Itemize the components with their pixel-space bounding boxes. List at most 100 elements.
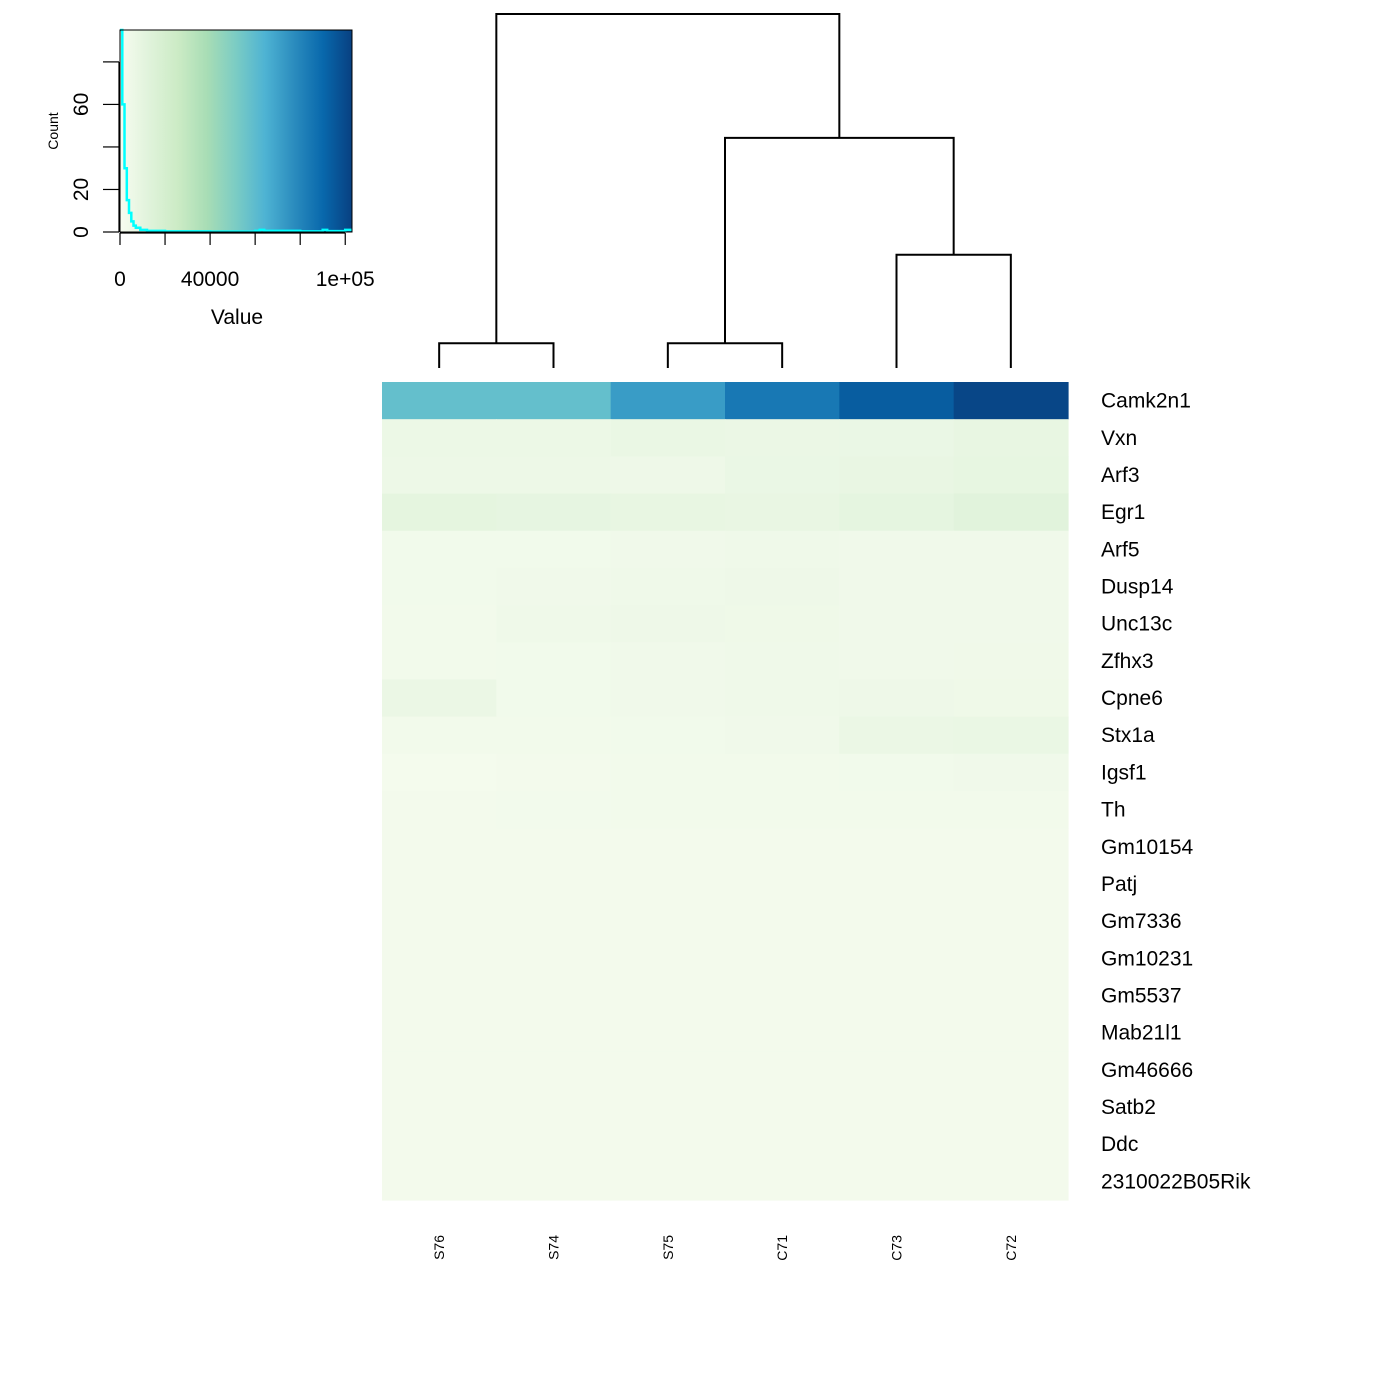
heatmap-cell-Ddc-C71 (725, 1125, 840, 1164)
heatmap-cell-Egr1-S76 (382, 493, 497, 532)
heatmap-cell-Egr1-S75 (610, 493, 726, 532)
row-label: Zfhx3 (1101, 650, 1154, 673)
heatmap-cell-Zfhx3-S75 (610, 642, 726, 681)
column-labels: S76 S74 S75 C71 C73 C72 (431, 1235, 1019, 1261)
heatmap-cell-Cpne6-C71 (725, 679, 840, 718)
heatmap-cell-Unc13c-C72 (953, 605, 1069, 643)
heatmap-cell-Th-S75 (610, 791, 726, 829)
heatmap-cell-2310022B05Rik-S76 (382, 1162, 497, 1201)
y-tick-label: 0 (70, 226, 93, 238)
heatmap-cell-Gm5537-S76 (382, 976, 497, 1015)
heatmap-cell-Igsf1-S74 (496, 753, 612, 792)
heatmap-cell-Gm5537-C71 (725, 976, 840, 1015)
heatmap-cell-Camk2n1-S76 (382, 382, 497, 420)
heatmap-cell-Th-C73 (839, 791, 955, 829)
heatmap-cell-Stx1a-S76 (382, 716, 497, 755)
heatmap-cell-Gm10231-C72 (953, 939, 1069, 978)
heatmap-cell-Camk2n1-C72 (953, 382, 1069, 420)
heatmap-cell-Arf3-C73 (839, 456, 955, 495)
heatmap-cell-Satb2-C71 (725, 1088, 840, 1127)
heatmap-cell-Unc13c-C73 (839, 605, 955, 643)
row-labels: Camk2n1 Vxn Arf3 Egr1 Arf5 Dusp14 Unc13c Zfhx3 C… (1101, 390, 1251, 1194)
row-label: Dusp14 (1101, 576, 1174, 599)
color-key-y-axis: 0 20 60 (70, 61, 120, 238)
heatmap-cell-Gm5537-S74 (496, 976, 612, 1015)
heatmap-cell-Ddc-S74 (496, 1125, 612, 1164)
heatmap-cell-Patj-S74 (496, 865, 612, 904)
heatmap-cell-Gm10231-S74 (496, 939, 612, 978)
heatmap-cell-Mab21l1-C73 (839, 1014, 955, 1052)
color-key-x-axis: 0 40000 1e+05 (114, 232, 375, 291)
heatmap-cell-Patj-C72 (953, 865, 1069, 904)
heatmap-cell-Arf3-C72 (953, 456, 1069, 495)
color-key-y-label: Count (45, 112, 61, 149)
x-tick-label: 1e+05 (316, 268, 375, 291)
heatmap-cell-Camk2n1-C73 (839, 382, 955, 420)
heatmap-cell-Arf5-C73 (839, 530, 955, 569)
column-label: S74 (546, 1235, 562, 1260)
heatmap-cell-Vxn-C72 (953, 419, 1069, 457)
heatmap-cell-Dusp14-S74 (496, 567, 612, 606)
heatmap-cell-Dusp14-C73 (839, 567, 955, 606)
heatmap-cell-Patj-S75 (610, 865, 726, 904)
heatmap-cell-Gm7336-S75 (610, 902, 726, 941)
heatmap-cell-Zfhx3-S74 (496, 642, 612, 681)
heatmap-cell-Gm10154-C72 (953, 828, 1069, 866)
dendrogram-branch (438, 342, 555, 368)
heatmap-cell-Egr1-C72 (953, 493, 1069, 532)
heatmap-cell-Patj-C73 (839, 865, 955, 904)
x-tick-label: 40000 (181, 268, 239, 291)
heatmap-cell-Stx1a-S75 (610, 716, 726, 755)
row-label: Satb2 (1101, 1096, 1156, 1119)
heatmap-cell-2310022B05Rik-C72 (953, 1162, 1069, 1201)
heatmap-cell-Mab21l1-S74 (496, 1014, 612, 1052)
row-label: Gm5537 (1101, 985, 1182, 1008)
heatmap-cell-Igsf1-S76 (382, 753, 497, 792)
heatmap-cell-Mab21l1-S76 (382, 1014, 497, 1052)
row-label: Patj (1101, 873, 1137, 896)
row-label: Egr1 (1101, 501, 1145, 524)
heatmap-cell-Gm5537-C72 (953, 976, 1069, 1015)
heatmap-cell-Egr1-S74 (496, 493, 612, 532)
column-label: C72 (1003, 1235, 1019, 1261)
heatmap-cell-Gm10231-C73 (839, 939, 955, 978)
heatmap-cell-Cpne6-C73 (839, 679, 955, 718)
column-dendrogram (438, 13, 1012, 368)
color-key: 0 40000 1e+05 0 20 60 Value Count (45, 28, 375, 329)
heatmap-cell-Gm46666-C72 (953, 1051, 1069, 1090)
y-tick-label: 20 (70, 178, 93, 201)
heatmap-cell-Ddc-C73 (839, 1125, 955, 1164)
row-label: Gm10231 (1101, 947, 1193, 970)
heatmap-cell-Camk2n1-S74 (496, 382, 612, 420)
x-tick-label: 0 (114, 268, 126, 291)
row-label: Ddc (1101, 1133, 1138, 1156)
heatmap-cell-Gm7336-S76 (382, 902, 497, 941)
heatmap-cell-Stx1a-C73 (839, 716, 955, 755)
heatmap-cell-Unc13c-C71 (725, 605, 840, 643)
heatmap-cell-Th-C71 (725, 791, 840, 829)
heatmap-cell-Gm10231-S76 (382, 939, 497, 978)
heatmap-cell-Vxn-S75 (610, 419, 726, 457)
heatmap-cell-Satb2-S75 (610, 1088, 726, 1127)
heatmap-cell-Arf3-S74 (496, 456, 612, 495)
color-key-frame (119, 29, 353, 233)
heatmap-cell-2310022B05Rik-C71 (725, 1162, 840, 1201)
heatmap-cell-Mab21l1-S75 (610, 1014, 726, 1052)
heatmap-cell-Patj-S76 (382, 865, 497, 904)
heatmap-cell-Cpne6-S76 (382, 679, 497, 718)
color-key-density-line (120, 28, 352, 233)
heatmap-cell-Satb2-C72 (953, 1088, 1069, 1127)
heatmap-cell-Gm10231-S75 (610, 939, 726, 978)
heatmap-cell-Stx1a-C71 (725, 716, 840, 755)
heatmap-cell-Mab21l1-C71 (725, 1014, 840, 1052)
dendrogram-branch (724, 136, 955, 344)
color-key-gradient (120, 30, 352, 232)
heatmap-cell-Vxn-C71 (725, 419, 840, 457)
heatmap-cell-Ddc-S75 (610, 1125, 726, 1164)
heatmap-cell-Cpne6-S75 (610, 679, 726, 718)
heatmap-cell-Gm10231-C71 (725, 939, 840, 978)
heatmap-cell-Gm5537-S75 (610, 976, 726, 1015)
heatmap-cell-Dusp14-C71 (725, 567, 840, 606)
heatmap-cell-2310022B05Rik-S75 (610, 1162, 726, 1201)
heatmap-cell-Patj-C71 (725, 865, 840, 904)
